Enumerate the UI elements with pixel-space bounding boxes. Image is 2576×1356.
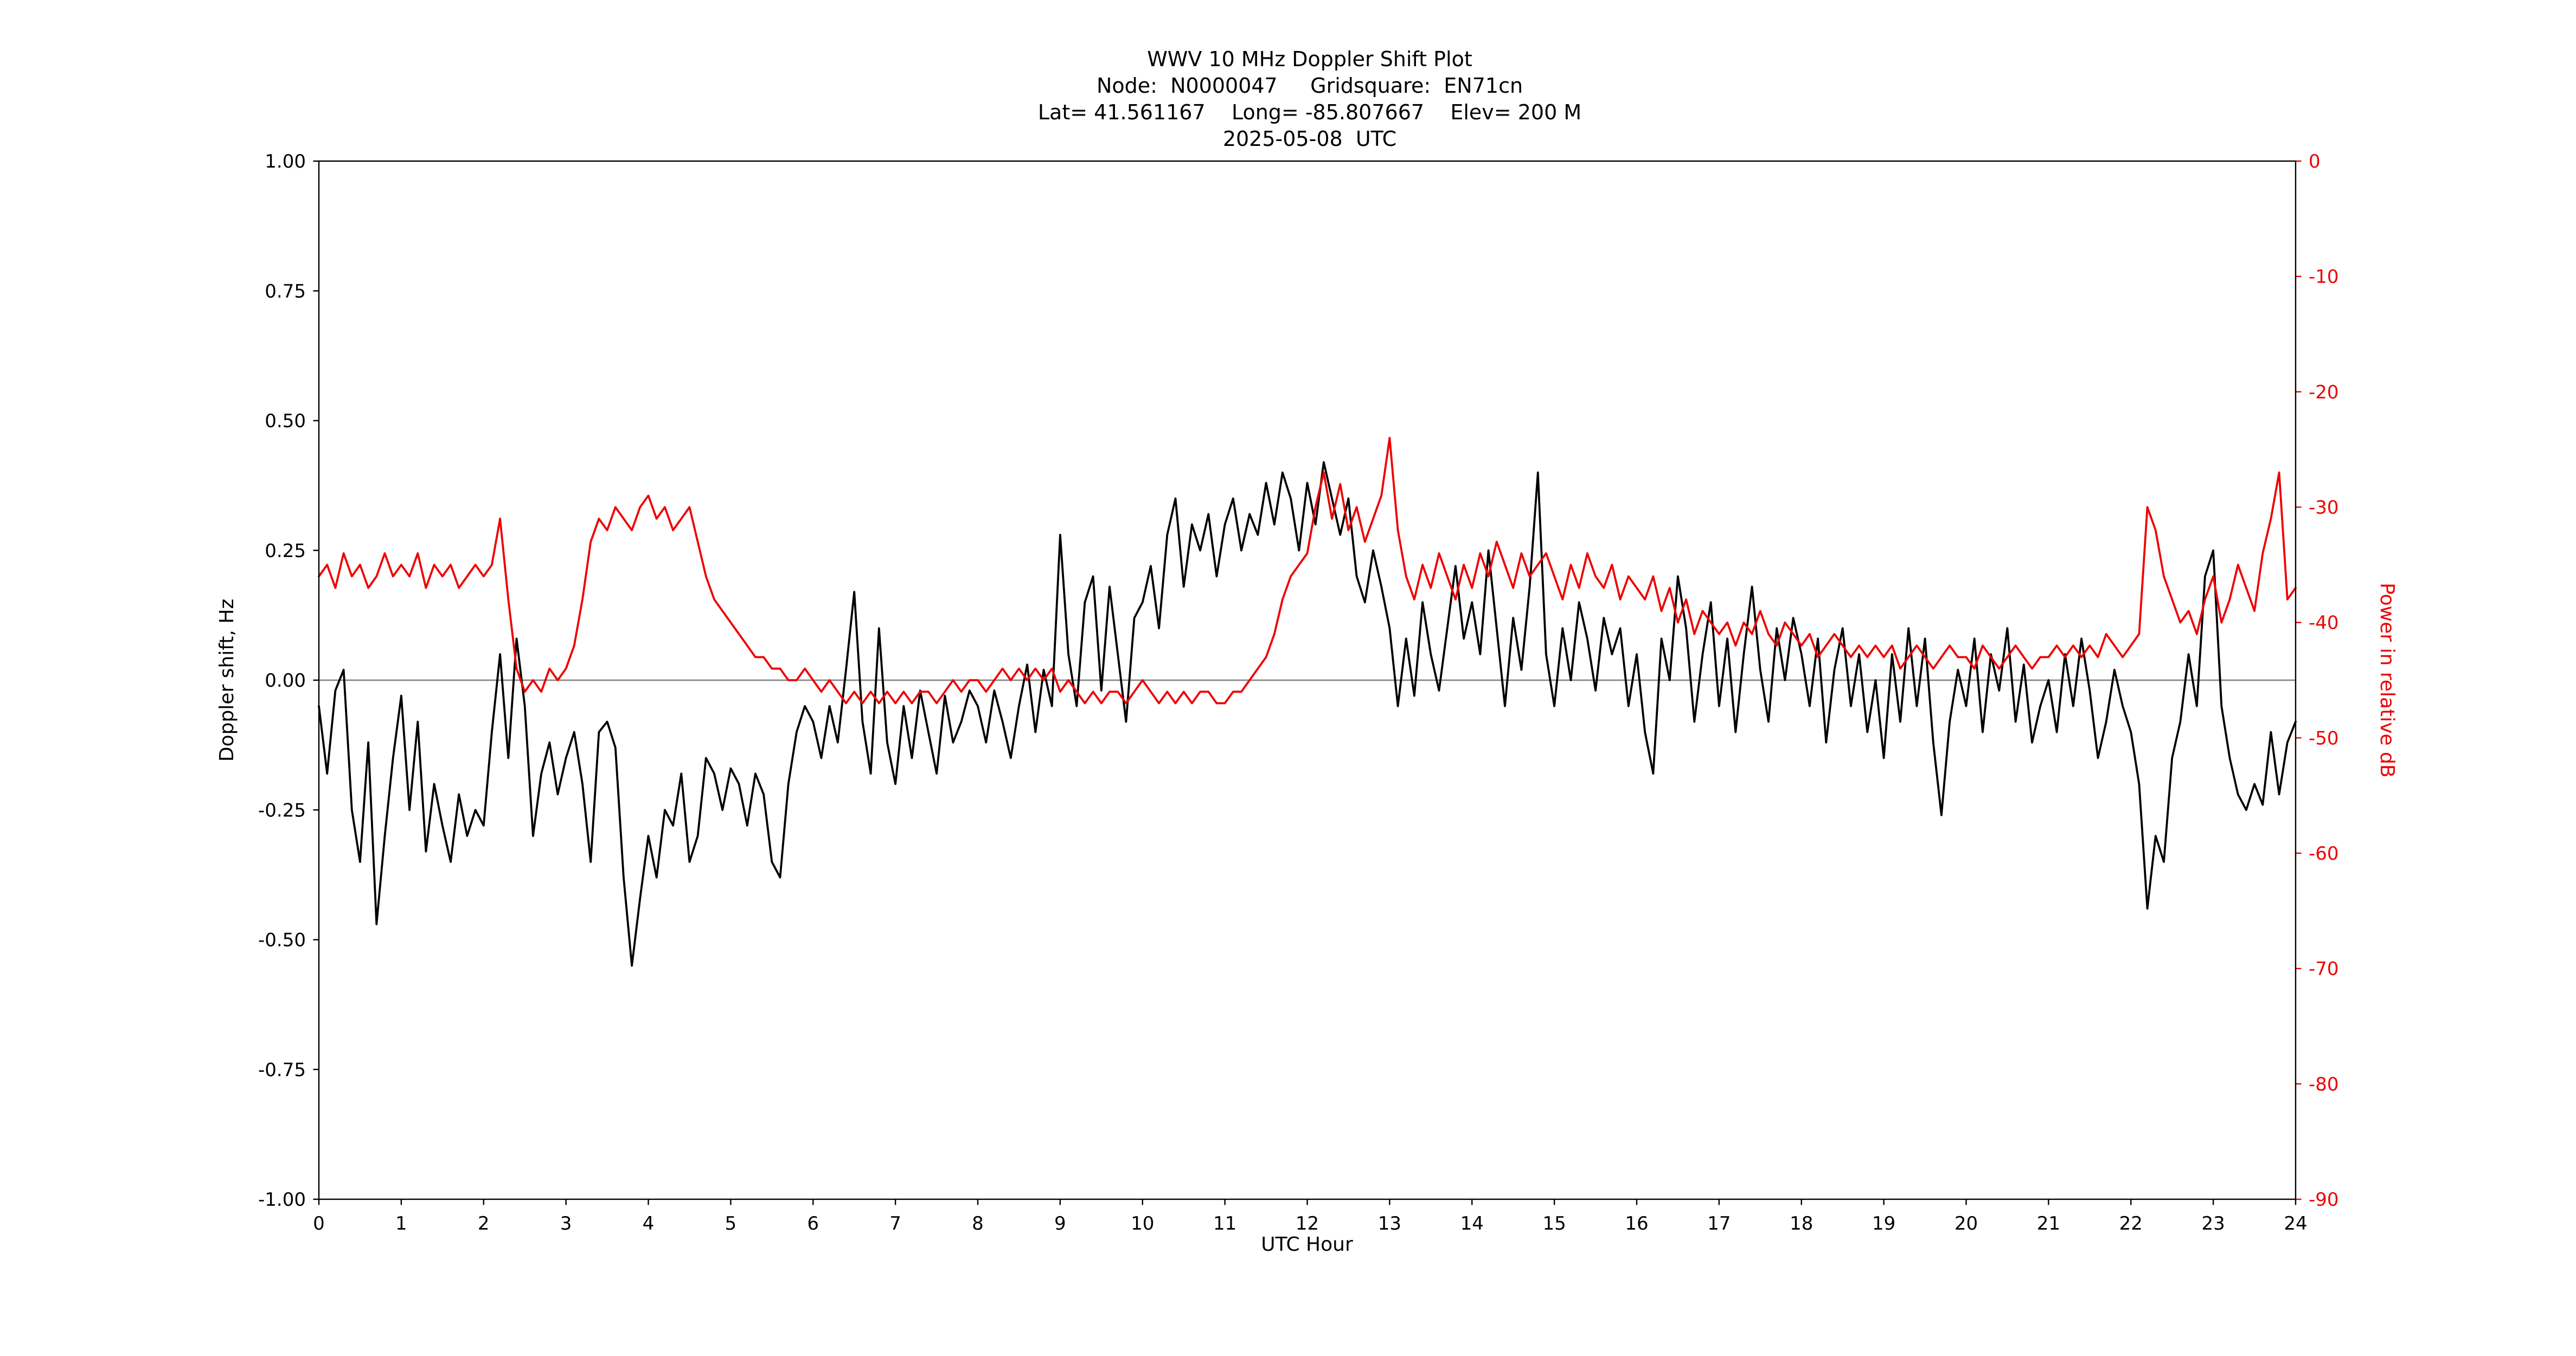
x-tick-label: 13 xyxy=(1378,1213,1401,1235)
x-tick-label: 9 xyxy=(1054,1213,1066,1235)
x-tick-label: 4 xyxy=(643,1213,655,1235)
x-tick-label: 2 xyxy=(478,1213,490,1235)
x-axis-label: UTC Hour xyxy=(1261,1233,1353,1256)
x-tick-label: 8 xyxy=(972,1213,984,1235)
y-right-tick-label: -10 xyxy=(2309,266,2339,288)
plot-frame xyxy=(318,160,2297,1200)
y-left-tick-label: -0.75 xyxy=(258,1059,306,1081)
y-left-tick-label: -0.25 xyxy=(258,799,306,821)
x-tick-label: 7 xyxy=(889,1213,901,1235)
x-tick-label: 6 xyxy=(807,1213,819,1235)
y-left-tick-label: 0.75 xyxy=(265,280,306,302)
x-tick-label: 15 xyxy=(1542,1213,1566,1235)
y-left-tick-label: -0.50 xyxy=(258,930,306,951)
x-tick-label: 18 xyxy=(1790,1213,1813,1235)
y-axis-label-right: Power in relative dB xyxy=(2376,583,2398,777)
x-tick-label: 5 xyxy=(725,1213,737,1235)
power-series-line xyxy=(318,437,2297,705)
y-right-tick-label: -50 xyxy=(2309,727,2339,749)
chart-title: WWV 10 MHz Doppler Shift Plot xyxy=(1147,47,1472,71)
y-right-tick-label: -90 xyxy=(2309,1189,2339,1211)
chart-subtitle-date: 2025-05-08 UTC xyxy=(1223,127,1396,151)
y-right-tick-label: -80 xyxy=(2309,1073,2339,1095)
chart-subtitle-node: Node: N0000047 Gridsquare: EN71cn xyxy=(1097,74,1523,98)
x-tick-label: 16 xyxy=(1625,1213,1648,1235)
x-tick-label: 19 xyxy=(1872,1213,1895,1235)
y-right-tick-label: 0 xyxy=(2309,151,2321,172)
x-tick-label: 0 xyxy=(313,1213,325,1235)
doppler-series-line xyxy=(318,461,2297,967)
plot-area: 0 1 2 3 4 5 6 7 8 9 10 11 12 13 14 15 16 17 18 19 20 21 22 23 24… xyxy=(258,151,2339,1235)
x-tick-label: 23 xyxy=(2201,1213,2225,1235)
axis-labels: Doppler shift, Hz Power in relative dB U… xyxy=(216,583,2398,1256)
x-tick-label: 11 xyxy=(1213,1213,1236,1235)
x-tick-label: 12 xyxy=(1296,1213,1319,1235)
y-right-tick-label: -70 xyxy=(2309,958,2339,980)
chart-titles: WWV 10 MHz Doppler Shift Plot Node: N000… xyxy=(1038,47,1581,151)
y-left-tick-label: 0.00 xyxy=(265,670,306,692)
x-tick-label: 24 xyxy=(2284,1213,2307,1235)
x-tick-label: 20 xyxy=(1955,1213,1978,1235)
x-tick-label: 22 xyxy=(2119,1213,2143,1235)
x-tick-label: 1 xyxy=(395,1213,407,1235)
x-tick-label: 14 xyxy=(1460,1213,1484,1235)
y-axis-label-left: Doppler shift, Hz xyxy=(216,599,238,762)
x-tick-label: 3 xyxy=(560,1213,572,1235)
chart-subtitle-location: Lat= 41.561167 Long= -85.807667 Elev= 20… xyxy=(1038,100,1581,124)
y-left-tick-label: -1.00 xyxy=(258,1189,306,1211)
y-left-tick-label: 1.00 xyxy=(265,151,306,172)
y-right-tick-label: -60 xyxy=(2309,843,2339,865)
y-right-tick-label: -40 xyxy=(2309,612,2339,634)
x-tick-label: 21 xyxy=(2037,1213,2060,1235)
y-right-tick-label: -30 xyxy=(2309,497,2339,519)
y-left-tick-label: 0.50 xyxy=(265,411,306,432)
y-left-tick-label: 0.25 xyxy=(265,540,306,562)
y-right-tick-label: -20 xyxy=(2309,381,2339,403)
x-tick-label: 10 xyxy=(1131,1213,1154,1235)
x-tick-label: 17 xyxy=(1707,1213,1731,1235)
